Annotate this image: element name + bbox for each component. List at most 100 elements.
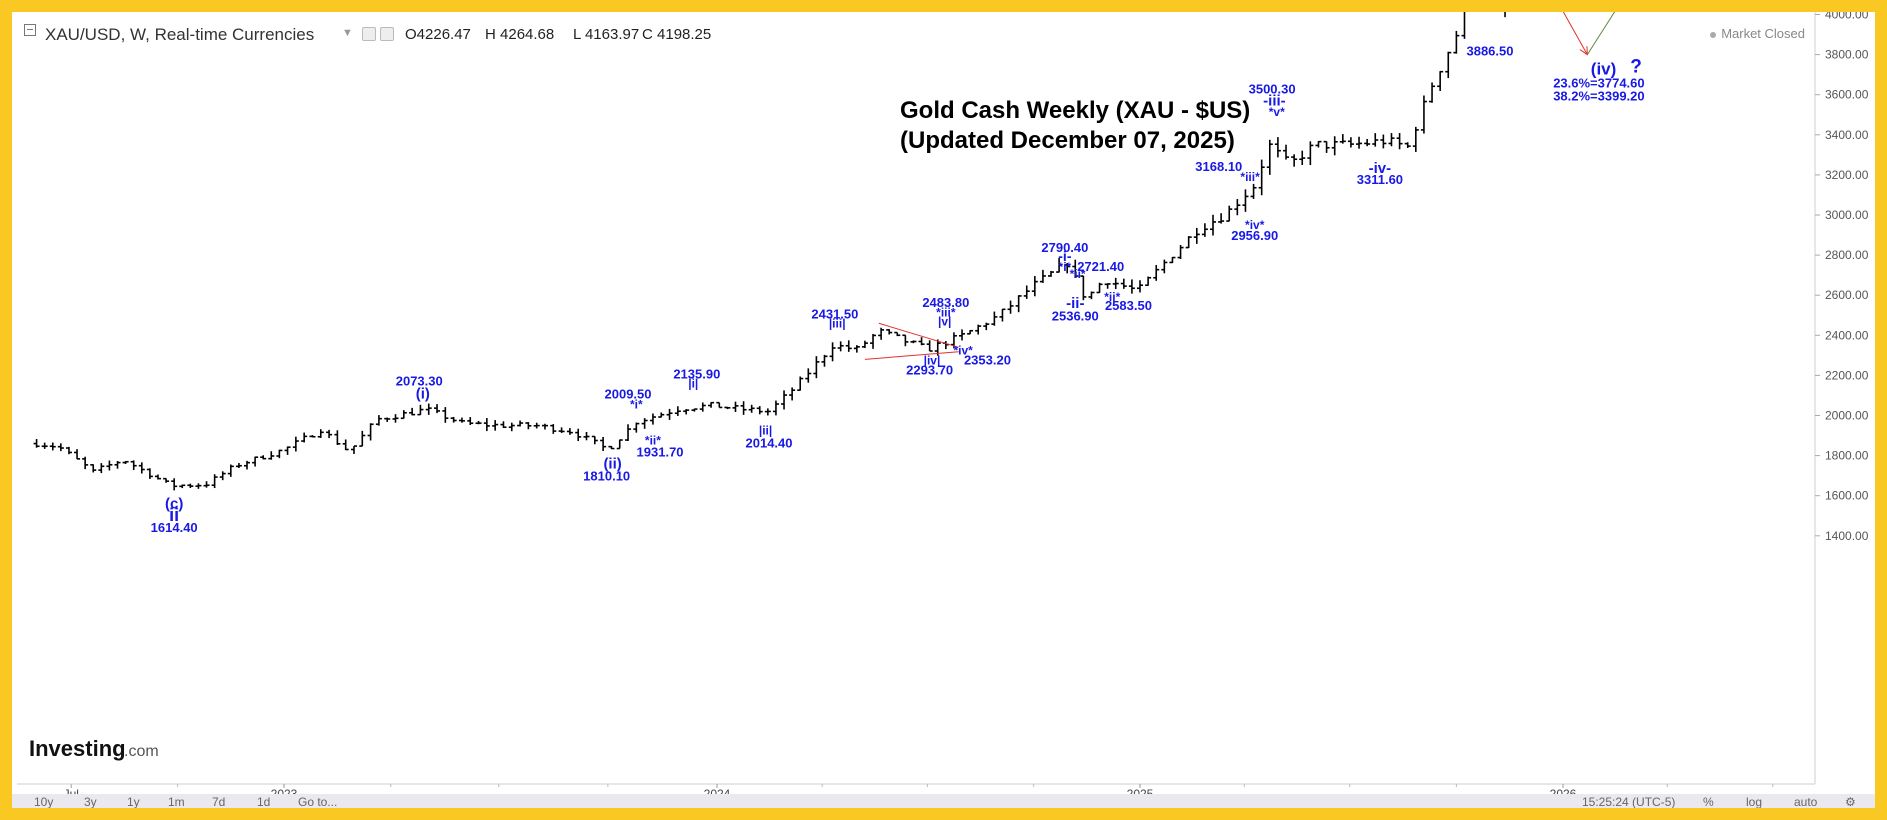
y-tick-label: 3200.00 (1825, 168, 1869, 182)
settings-icon[interactable] (380, 27, 394, 41)
y-tick-label: 2400.00 (1825, 328, 1869, 342)
ohlc-bar (1331, 136, 1338, 156)
ohlc-bar (309, 435, 316, 438)
wave-label: *ii* (1070, 267, 1086, 281)
ohlc-bar (748, 404, 755, 413)
symbol-title[interactable]: XAU/USD, W, Real-time Currencies (45, 25, 315, 44)
ohlc-bar (434, 404, 441, 414)
ohlc-bar (1023, 285, 1030, 299)
ohlc-bar (1299, 150, 1306, 165)
wave-label: 3311.60 (1357, 172, 1403, 187)
ohlc-bar (716, 401, 723, 409)
ohlc-bar (114, 461, 121, 469)
ohlc-bar (1388, 133, 1395, 147)
y-tick-label: 4000.00 (1825, 12, 1869, 22)
ohlc-bar (400, 410, 407, 420)
ohlc-high: H 4264.68 (485, 26, 555, 43)
wave-label: 2583.50 (1105, 298, 1152, 313)
y-tick-label: 2800.00 (1825, 248, 1869, 262)
triangle-line (878, 322, 959, 348)
ohlc-bar (195, 483, 202, 489)
chevron-down-icon[interactable]: ▼ (342, 27, 353, 39)
ohlc-bar (918, 337, 925, 346)
ohlc-bar (187, 483, 194, 488)
ohlc-bar (130, 460, 137, 471)
eye-icon[interactable] (362, 27, 376, 41)
ohlc-bar (625, 424, 632, 442)
ohlc-bar (658, 412, 665, 418)
ohlc-bar (146, 468, 153, 479)
ohlc-bar (1420, 95, 1427, 134)
range-1d-button[interactable]: 1d (257, 795, 271, 808)
gear-icon[interactable]: ⚙ (1845, 795, 1856, 808)
ohlc-bar (821, 354, 828, 367)
range-7d-button[interactable]: 7d (212, 795, 226, 808)
ohlc-bar (171, 478, 178, 491)
wave-label: |iii| (829, 316, 846, 330)
ohlc-bar (1015, 295, 1022, 313)
y-tick-label: 1600.00 (1825, 489, 1869, 503)
ohlc-bar (475, 420, 482, 425)
range-10y-button[interactable]: 10y (34, 795, 54, 808)
chart-title-group: Gold Cash Weekly (XAU - $US) (Updated De… (900, 97, 1250, 154)
range-3y-button[interactable]: 3y (84, 795, 97, 808)
ohlc-bar (1429, 82, 1436, 103)
ohlc-bar (699, 402, 706, 412)
range-1m-button[interactable]: 1m (168, 795, 185, 808)
wave-label: |iv| (924, 353, 941, 367)
ohlc-bar (1177, 244, 1184, 260)
y-tick-label: 2600.00 (1825, 288, 1869, 302)
ohlc-bar (211, 474, 218, 489)
wave-label: -i- (1058, 248, 1072, 264)
ohlc-bar (1031, 276, 1038, 297)
wave-label: (i) (416, 385, 430, 402)
annotation-lines: 4198.25 (864, 12, 1616, 360)
wave-label: *iii* (1240, 170, 1260, 184)
y-tick-label: 1400.00 (1825, 529, 1869, 543)
wave-label: *i* (1059, 260, 1072, 274)
collapse-icon[interactable] (24, 24, 36, 36)
wave-label: 2431.50 (811, 306, 858, 321)
ohlc-bar (724, 406, 731, 410)
y-tick-label: 2000.00 (1825, 409, 1869, 423)
projection-up-arrow (1586, 12, 1616, 55)
ohlc-bar (967, 329, 974, 335)
wave-label: *v* (1269, 105, 1285, 119)
ohlc-bar (227, 464, 234, 477)
log-toggle[interactable]: log (1746, 795, 1763, 808)
auto-toggle[interactable]: auto (1794, 795, 1818, 808)
ohlc-bar (591, 435, 598, 445)
ohlc-open: O4226.47 (405, 26, 471, 43)
percent-toggle[interactable]: % (1703, 795, 1714, 808)
ohlc-bar (458, 417, 465, 423)
ohlc-bar (1364, 138, 1371, 147)
ohlc-bar (1266, 139, 1273, 175)
ohlc-bar (910, 340, 917, 344)
ohlc-bar (1185, 236, 1192, 249)
range-1y-button[interactable]: 1y (127, 795, 140, 808)
ohlc-bar (732, 401, 739, 412)
ohlc-bar (608, 445, 615, 450)
wave-label: *ii* (1104, 290, 1120, 304)
ohlc-bar (708, 401, 715, 408)
ohlc-bar (392, 414, 399, 423)
ohlc-bar (959, 329, 966, 341)
wave-label: 2790.40 (1041, 240, 1088, 255)
goto-button[interactable]: Go to... (298, 795, 338, 808)
ohlc-bar (772, 400, 779, 416)
wave-label: 3500.30 (1249, 82, 1296, 97)
ohlc-bar (65, 446, 72, 455)
ohlc-bar (797, 376, 804, 391)
ohlc-bar (829, 342, 836, 362)
ohlc-bar (1169, 256, 1176, 264)
wave-label: (iv) (1591, 60, 1617, 79)
ohlc-bar (525, 422, 532, 430)
price-bars (33, 12, 1506, 491)
ohlc-bar (492, 420, 499, 431)
ohlc-bar (1404, 142, 1411, 148)
ohlc-bar (975, 324, 982, 335)
projection-down-arrow (1562, 12, 1588, 55)
ohlc-bar (90, 464, 97, 473)
